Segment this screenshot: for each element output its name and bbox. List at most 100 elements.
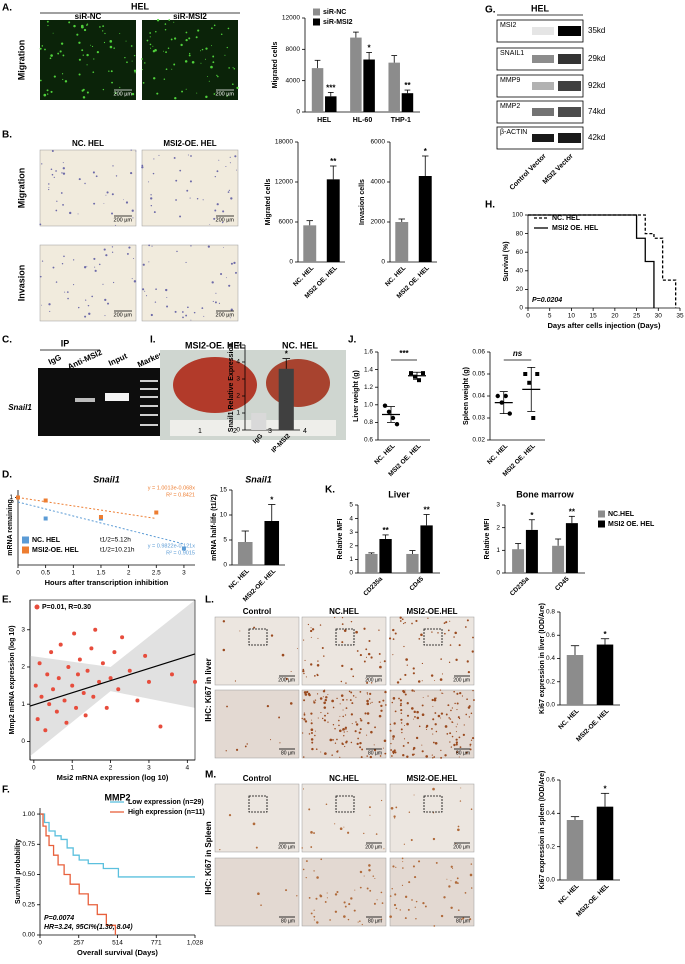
bar — [401, 93, 414, 112]
cell-speck — [422, 696, 424, 698]
annotation: P=0.01, R=0.30 — [42, 604, 91, 611]
cell-speck — [365, 648, 368, 651]
cell-speck — [46, 20, 49, 23]
cell-speck — [314, 730, 316, 732]
x-tick-label: 2 — [109, 765, 113, 772]
cell-speck — [83, 28, 87, 32]
image-caption: NC. HEL — [72, 139, 104, 148]
cell-speck — [302, 668, 305, 671]
cell-speck — [343, 629, 347, 632]
cell-speck — [150, 313, 153, 317]
cell-speck — [213, 24, 216, 27]
scale-label: 200 µm — [278, 844, 295, 850]
cell-speck — [321, 646, 324, 650]
zoom-box — [248, 628, 268, 646]
cell-speck — [112, 165, 114, 167]
cell-speck — [457, 828, 460, 832]
significance: *** — [399, 349, 409, 358]
x-tick-label: 5 — [548, 313, 552, 320]
bar — [420, 525, 433, 573]
cell-speck — [326, 897, 328, 899]
cell-speck — [439, 678, 443, 681]
cell-speck — [364, 712, 367, 715]
significance: * — [530, 511, 534, 520]
legend-label: MSI2-OE. HEL — [32, 547, 79, 554]
cell-speck — [455, 741, 459, 744]
cell-speck — [355, 721, 357, 723]
cell-speck — [358, 731, 361, 734]
cell-speck — [212, 61, 215, 64]
cell-speck — [342, 709, 344, 711]
y-tick-label: 3 — [21, 626, 25, 633]
data-point — [100, 661, 105, 666]
cell-speck — [348, 690, 351, 693]
y-tick-label: 60 — [516, 249, 524, 256]
data-point — [158, 724, 163, 729]
cell-speck — [365, 656, 368, 658]
cell-speck — [92, 171, 95, 174]
cell-speck — [128, 246, 131, 249]
cell-speck — [470, 863, 473, 865]
data-point — [503, 393, 508, 399]
y-tick-label: 2 — [236, 393, 240, 400]
cell-speck — [50, 168, 53, 171]
cell-speck — [352, 675, 355, 678]
cell-speck — [370, 730, 373, 734]
cell-speck — [334, 910, 338, 913]
y-axis-label: mRNA remaining — [7, 499, 14, 556]
cell-speck — [64, 291, 66, 293]
cell-speck — [404, 895, 408, 899]
legend-label: Low expression (n=29) — [128, 799, 204, 806]
cell-speck — [395, 866, 397, 868]
cell-speck — [378, 629, 380, 631]
image-caption: MSI2-OE.HEL — [406, 774, 457, 783]
cell-speck — [311, 747, 314, 751]
cell-speck — [359, 886, 362, 889]
cell-speck — [77, 213, 79, 215]
cell-speck — [49, 57, 52, 60]
cell-speck — [222, 648, 226, 652]
x-tick-label: THP-1 — [391, 117, 411, 124]
bar — [303, 225, 317, 262]
cell-speck — [451, 707, 453, 709]
cell-speck — [179, 169, 182, 172]
cell-speck — [390, 749, 393, 751]
micrograph — [40, 20, 136, 100]
cell-speck — [302, 868, 305, 871]
significance: * — [603, 630, 607, 639]
cell-speck — [449, 741, 451, 743]
data-point — [394, 421, 400, 427]
cell-speck — [381, 902, 384, 904]
data-point — [93, 627, 98, 632]
cell-speck — [433, 925, 436, 927]
cell-speck — [156, 19, 160, 22]
scale-label: 200 µm — [365, 677, 382, 683]
cell-speck — [218, 159, 220, 161]
cell-speck — [369, 814, 371, 816]
cell-speck — [86, 265, 88, 267]
cell-speck — [285, 889, 288, 892]
cell-speck — [324, 714, 326, 717]
cell-speck — [41, 304, 42, 306]
cell-speck — [380, 799, 383, 802]
cell-speck — [91, 45, 94, 48]
data-point — [507, 411, 512, 416]
cell-speck — [357, 921, 359, 923]
y-tick-label: 12000 — [275, 179, 293, 186]
cell-speck — [102, 283, 104, 285]
cell-speck — [235, 271, 237, 274]
micrograph — [142, 20, 238, 100]
cell-speck — [316, 674, 319, 677]
cell-speck — [459, 746, 462, 748]
cell-speck — [41, 163, 43, 165]
cell-speck — [356, 650, 359, 652]
cell-speck — [149, 36, 151, 38]
cell-speck — [152, 45, 154, 47]
y-tick-label: 0.0 — [546, 877, 555, 884]
cell-speck — [341, 617, 344, 619]
cell-speck — [317, 717, 319, 719]
cell-speck — [175, 179, 178, 182]
cell-speck — [394, 751, 397, 754]
cell-speck — [385, 704, 387, 706]
cell-speck — [55, 209, 58, 212]
